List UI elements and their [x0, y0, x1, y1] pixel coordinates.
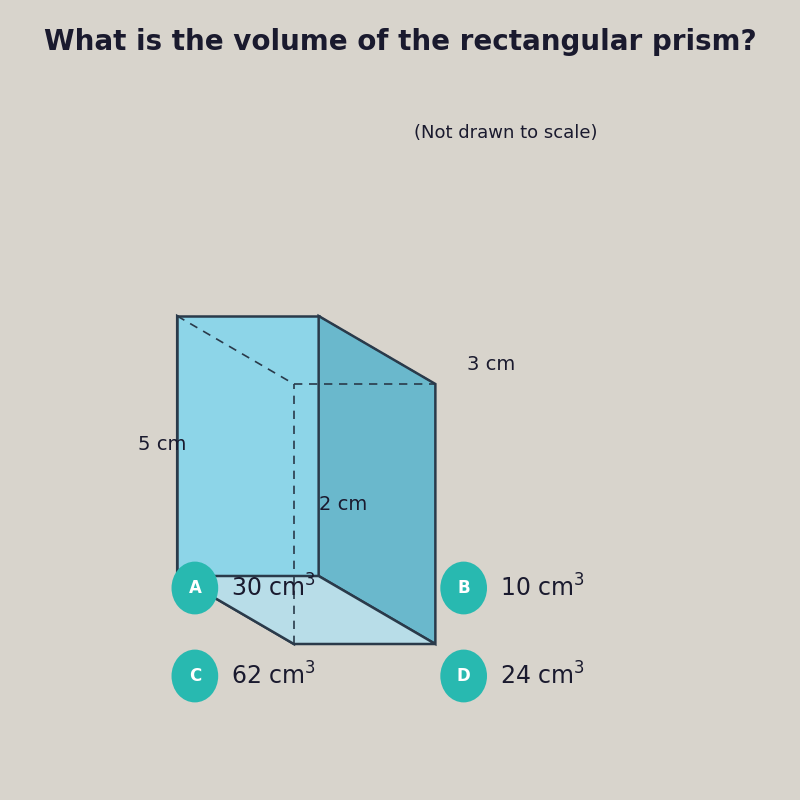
Text: What is the volume of the rectangular prism?: What is the volume of the rectangular pr…	[44, 28, 756, 56]
Circle shape	[440, 562, 487, 614]
Text: 5 cm: 5 cm	[138, 434, 186, 454]
Text: C: C	[189, 667, 201, 685]
Text: 3 cm: 3 cm	[467, 354, 515, 374]
Circle shape	[171, 650, 218, 702]
Circle shape	[440, 650, 487, 702]
Circle shape	[171, 562, 218, 614]
Text: B: B	[458, 579, 470, 597]
Text: 24 cm$^3$: 24 cm$^3$	[500, 662, 585, 690]
Polygon shape	[177, 316, 318, 576]
Polygon shape	[318, 316, 435, 644]
Text: (Not drawn to scale): (Not drawn to scale)	[414, 124, 598, 142]
Text: 10 cm$^3$: 10 cm$^3$	[500, 574, 585, 602]
Text: 62 cm$^3$: 62 cm$^3$	[231, 662, 316, 690]
Polygon shape	[177, 576, 435, 644]
Text: 30 cm$^3$: 30 cm$^3$	[231, 574, 316, 602]
Text: A: A	[189, 579, 202, 597]
Text: D: D	[457, 667, 470, 685]
Text: 2 cm: 2 cm	[318, 494, 367, 514]
Polygon shape	[177, 316, 294, 644]
